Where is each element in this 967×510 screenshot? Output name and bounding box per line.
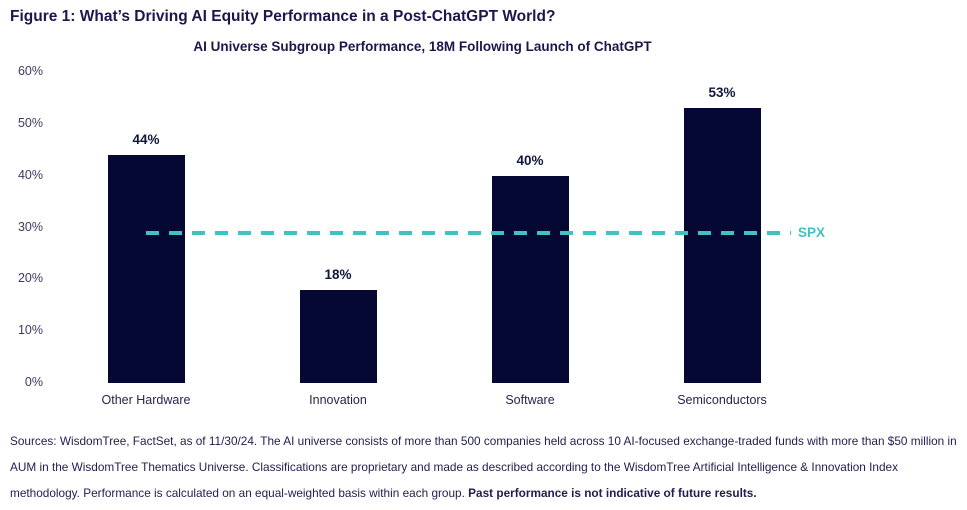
y-axis-label: 40% [17,167,43,182]
bar-other-hardware [107,154,185,383]
source-line-1: Sources: WisdomTree, FactSet, as of 11/3… [10,434,957,448]
x-axis-label-other-hardware: Other Hardware [101,393,191,407]
bar-innovation [299,289,377,383]
spx-benchmark-line [146,230,791,235]
source-note: Sources: WisdomTree, FactSet, as of 11/3… [10,428,960,506]
disclaimer-bold: Past performance is not indicative of fu… [468,486,757,500]
y-axis-label: 20% [17,271,43,286]
y-axis-label: 50% [17,115,43,130]
page-title: Figure 1: What’s Driving AI Equity Perfo… [10,8,556,25]
source-line-3: methodology. Performance is calculated o… [10,480,960,506]
y-axis-label: 10% [17,323,43,338]
bar-value-label-other-hardware: 44% [132,131,160,147]
bar-value-label-semiconductors: 53% [708,85,736,101]
bar-value-label-software: 40% [516,152,544,168]
chart-title: AI Universe Subgroup Performance, 18M Fo… [193,39,652,54]
bar-software [491,175,569,383]
x-axis-label-semiconductors: Semiconductors [677,393,767,407]
source-line-3-text: methodology. Performance is calculated o… [10,486,469,500]
plot-area: 44% Other Hardware 18% Innovation 40% Softwar… [50,72,850,407]
spx-benchmark-label: SPX [798,224,826,240]
y-axis: 0% 10% 20% 30% 40% 50% 60% [0,0,43,420]
y-axis-label: 0% [24,375,43,389]
bar-value-label-innovation: 18% [324,266,352,282]
y-axis-label: 60% [17,64,43,78]
x-axis-label-innovation: Innovation [309,393,367,407]
y-axis-label: 30% [17,219,43,234]
source-line-2: AUM in the WisdomTree Thematics Universe… [10,460,899,474]
bar-chart: AI Universe Subgroup Performance, 18M Fo… [0,0,850,420]
x-axis-label-software: Software [505,393,555,407]
bar-semiconductors [683,108,761,383]
